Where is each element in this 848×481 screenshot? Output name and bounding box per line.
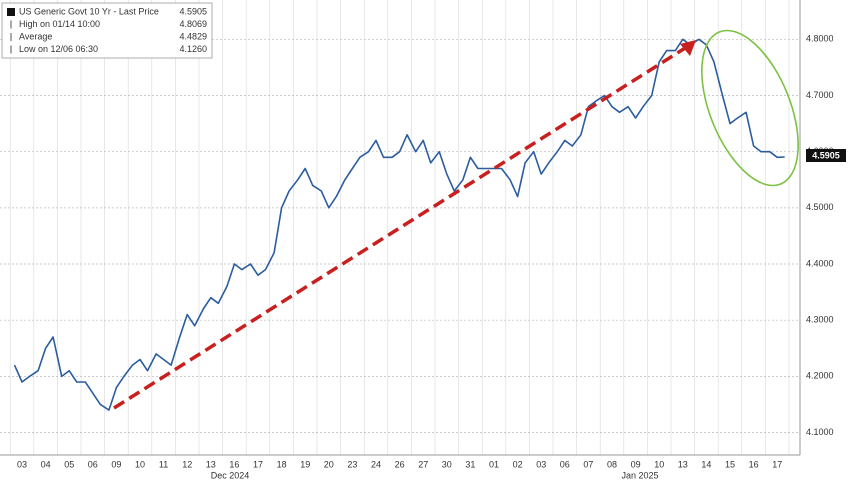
x-tick-label: 07	[583, 459, 593, 469]
x-tick-label: 30	[442, 459, 452, 469]
x-tick-label: 27	[418, 459, 428, 469]
x-tick-label: 16	[749, 459, 759, 469]
x-tick-label: 19	[300, 459, 310, 469]
legend-label: High on 01/14 10:00	[19, 19, 100, 29]
last-price-label: 4.5905	[812, 150, 840, 160]
x-tick-label: 08	[607, 459, 617, 469]
last-price-tag	[806, 149, 846, 162]
x-tick-label: 04	[41, 459, 51, 469]
legend-value: 4.5905	[179, 6, 207, 16]
x-tick-label: 18	[277, 459, 287, 469]
y-tick-label: 4.1000	[806, 427, 834, 437]
y-tick-label: 4.8000	[806, 34, 834, 44]
x-tick-label: 17	[253, 459, 263, 469]
x-tick-label: 20	[324, 459, 334, 469]
x-tick-label: 16	[229, 459, 239, 469]
y-tick-label: 4.4000	[806, 258, 834, 268]
y-tick-label: 4.7000	[806, 90, 834, 100]
legend-swatch	[7, 8, 15, 16]
arrow-head	[680, 40, 696, 56]
x-tick-label: 02	[513, 459, 523, 469]
x-tick-label: 10	[654, 459, 664, 469]
x-tick-label: 09	[111, 459, 121, 469]
x-tick-label: 12	[182, 459, 192, 469]
x-tick-label: 24	[371, 459, 381, 469]
trend-arrow	[113, 43, 691, 410]
x-tick-label: 06	[88, 459, 98, 469]
x-tick-label: 14	[701, 459, 711, 469]
x-tick-label: 09	[631, 459, 641, 469]
x-tick-label: 03	[536, 459, 546, 469]
price-line	[13, 38, 785, 411]
x-tick-label: 17	[772, 459, 782, 469]
month-label: Dec 2024	[211, 470, 250, 480]
x-tick-label: 23	[347, 459, 357, 469]
x-tick-label: 01	[489, 459, 499, 469]
x-tick-label: 11	[159, 459, 168, 469]
x-tick-label: 13	[206, 459, 216, 469]
x-tick-label: 10	[135, 459, 145, 469]
month-label: Jan 2025	[621, 470, 658, 480]
highlight-ellipse	[701, 29, 799, 187]
legend-label: US Generic Govt 10 Yr - Last Price	[19, 6, 159, 16]
legend-box	[1, 2, 213, 59]
x-tick-label: 05	[64, 459, 74, 469]
legend-value: 4.1260	[179, 44, 207, 54]
y-tick-label: 4.5000	[806, 202, 834, 212]
legend-value: 4.8069	[179, 19, 207, 29]
legend-label: Average	[19, 31, 52, 41]
legend-value: 4.4829	[179, 31, 207, 41]
y-tick-label: 4.2000	[806, 371, 834, 381]
x-tick-label: 03	[17, 459, 27, 469]
x-tick-label: 06	[560, 459, 570, 469]
x-tick-label: 15	[725, 459, 735, 469]
x-tick-label: 26	[395, 459, 405, 469]
y-tick-label: 4.3000	[806, 315, 834, 325]
x-tick-label: 13	[678, 459, 688, 469]
legend-label: Low on 12/06 06:30	[19, 44, 98, 54]
x-tick-label: 31	[465, 459, 475, 469]
